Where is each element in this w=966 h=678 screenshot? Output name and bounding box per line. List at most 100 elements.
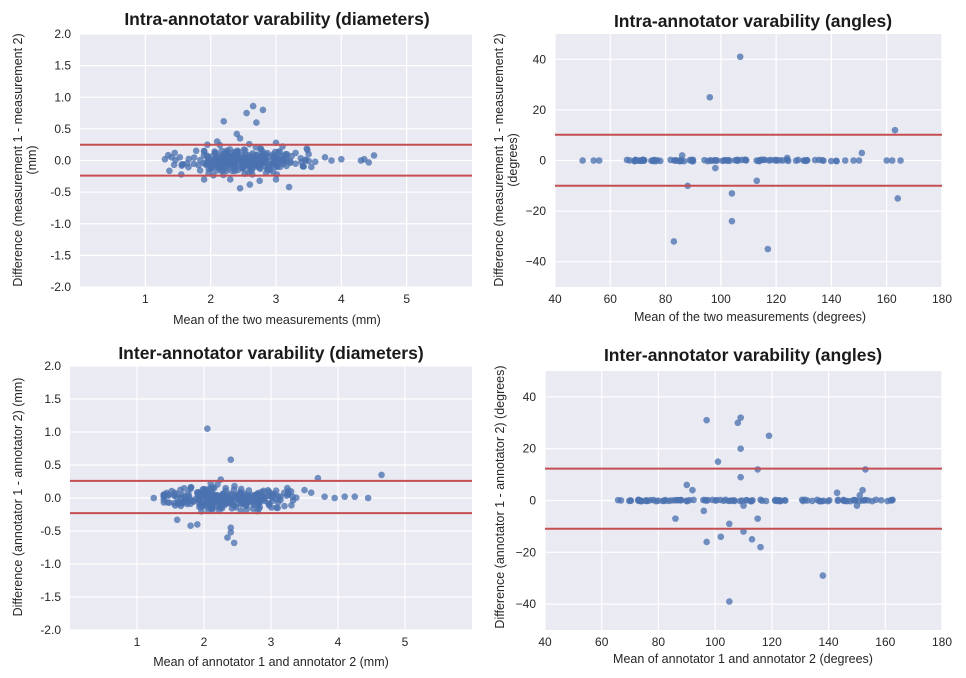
data-point — [357, 157, 365, 164]
data-point — [180, 484, 188, 492]
y-tick-label: -0.5 — [50, 185, 71, 199]
y-tick-label: -1.5 — [50, 248, 71, 262]
data-point — [819, 572, 827, 579]
data-point — [726, 497, 734, 505]
x-tick-label: 2 — [201, 635, 208, 649]
data-point — [683, 481, 691, 489]
data-point — [773, 497, 781, 505]
data-point — [224, 162, 232, 169]
data-point — [308, 163, 315, 171]
data-point — [268, 504, 275, 511]
y-tick-label: 0.0 — [54, 154, 71, 168]
data-point — [176, 154, 184, 161]
data-point — [220, 117, 228, 125]
y-tick-label: 0.5 — [54, 122, 71, 136]
data-point — [737, 445, 744, 453]
y-axis-label-line: Difference (annotator 1 - annotator 2) (… — [493, 365, 507, 628]
data-point — [841, 157, 849, 164]
data-point — [292, 149, 299, 157]
data-point — [765, 432, 773, 440]
data-point — [764, 245, 772, 253]
data-point — [236, 135, 244, 142]
data-point — [853, 502, 861, 509]
data-point — [657, 157, 664, 165]
x-tick-label: 120 — [766, 292, 786, 306]
data-point — [226, 176, 234, 183]
data-point — [200, 176, 208, 183]
data-point — [287, 488, 295, 495]
y-tick-label: −20 — [516, 545, 537, 559]
data-point — [887, 496, 895, 504]
x-tick-label: 100 — [705, 635, 725, 649]
data-point — [173, 516, 181, 524]
data-point — [891, 126, 899, 134]
data-point — [227, 529, 235, 536]
data-point — [222, 484, 229, 492]
data-point — [726, 520, 733, 528]
data-points — [614, 414, 896, 605]
data-point — [783, 154, 791, 162]
data-point — [208, 162, 216, 170]
data-point — [859, 497, 866, 504]
data-point — [331, 494, 338, 502]
data-point — [164, 499, 171, 506]
data-point — [678, 152, 686, 159]
data-point — [757, 543, 764, 551]
data-point — [171, 502, 179, 509]
data-point — [194, 521, 201, 528]
y-tick-label: 1.0 — [44, 425, 61, 439]
y-axis-label: Difference (measurement 1 - measurement … — [492, 33, 520, 286]
data-point — [277, 496, 284, 504]
x-tick-label: 120 — [762, 635, 782, 649]
x-tick-label: 140 — [821, 292, 841, 306]
data-point — [719, 157, 726, 165]
data-point — [269, 492, 276, 500]
data-point — [850, 157, 857, 164]
data-point — [370, 152, 378, 159]
x-tick-label: 2 — [207, 292, 214, 306]
y-axis-label: Difference (annotator 1 - annotator 2) (… — [493, 365, 507, 628]
data-point — [281, 502, 288, 510]
data-point — [292, 160, 299, 167]
data-point — [734, 419, 742, 427]
data-points — [579, 53, 904, 253]
data-point — [736, 497, 744, 505]
data-point — [877, 496, 885, 504]
data-point — [726, 598, 733, 605]
data-point — [341, 493, 349, 500]
data-point — [243, 156, 250, 164]
data-point — [190, 160, 198, 168]
data-point — [643, 497, 651, 505]
data-point — [680, 157, 688, 165]
data-point — [241, 147, 249, 154]
data-point — [245, 487, 253, 494]
data-point — [249, 102, 257, 110]
data-point — [236, 489, 244, 497]
data-point — [198, 491, 205, 498]
x-tick-label: 3 — [268, 635, 275, 649]
y-axis-label: Difference (annotator 1 - annotator 2) (… — [11, 378, 25, 617]
data-point — [712, 164, 719, 172]
data-point — [781, 497, 789, 504]
data-point — [894, 195, 902, 202]
x-tick-label: 40 — [548, 292, 562, 306]
x-tick-label: 160 — [877, 292, 897, 306]
y-tick-label: 20 — [533, 103, 547, 117]
data-point — [260, 487, 267, 495]
data-point — [256, 164, 263, 172]
y-axis-label-line: (mm) — [25, 145, 39, 174]
data-point — [203, 160, 210, 168]
data-point — [187, 522, 194, 530]
data-point — [311, 158, 319, 166]
data-point — [338, 155, 345, 163]
x-tick-label: 80 — [652, 635, 666, 649]
x-tick-label: 4 — [335, 635, 342, 649]
data-point — [667, 497, 675, 504]
data-point — [617, 497, 625, 504]
x-axis-label: Mean of annotator 1 and annotator 2 (deg… — [613, 652, 873, 666]
y-tick-label: 1.0 — [54, 90, 71, 104]
y-tick-label: -0.5 — [40, 524, 61, 538]
y-tick-label: -1.0 — [40, 557, 61, 571]
data-point — [186, 497, 194, 505]
